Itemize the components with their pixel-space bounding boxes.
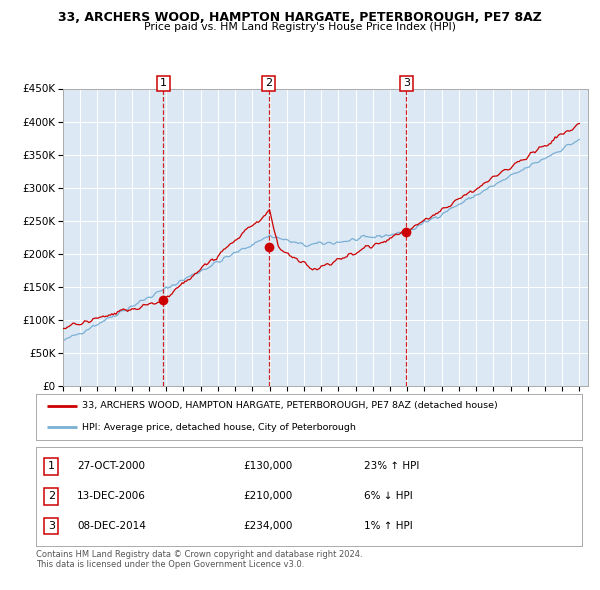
- Text: 08-DEC-2014: 08-DEC-2014: [77, 521, 146, 531]
- Text: 2: 2: [48, 491, 55, 501]
- Text: £130,000: £130,000: [244, 461, 293, 471]
- Text: Price paid vs. HM Land Registry's House Price Index (HPI): Price paid vs. HM Land Registry's House …: [144, 22, 456, 32]
- Text: 33, ARCHERS WOOD, HAMPTON HARGATE, PETERBOROUGH, PE7 8AZ: 33, ARCHERS WOOD, HAMPTON HARGATE, PETER…: [58, 11, 542, 24]
- Text: 1: 1: [160, 78, 167, 88]
- Text: 6% ↓ HPI: 6% ↓ HPI: [364, 491, 412, 501]
- Text: 1: 1: [48, 461, 55, 471]
- Text: 13-DEC-2006: 13-DEC-2006: [77, 491, 146, 501]
- Text: £210,000: £210,000: [244, 491, 293, 501]
- Text: 1% ↑ HPI: 1% ↑ HPI: [364, 521, 412, 531]
- Text: £234,000: £234,000: [244, 521, 293, 531]
- Text: 3: 3: [403, 78, 410, 88]
- Text: 3: 3: [48, 521, 55, 531]
- Text: 23% ↑ HPI: 23% ↑ HPI: [364, 461, 419, 471]
- Text: HPI: Average price, detached house, City of Peterborough: HPI: Average price, detached house, City…: [82, 422, 356, 432]
- Text: 27-OCT-2000: 27-OCT-2000: [77, 461, 145, 471]
- Text: 33, ARCHERS WOOD, HAMPTON HARGATE, PETERBOROUGH, PE7 8AZ (detached house): 33, ARCHERS WOOD, HAMPTON HARGATE, PETER…: [82, 401, 498, 411]
- Text: Contains HM Land Registry data © Crown copyright and database right 2024.
This d: Contains HM Land Registry data © Crown c…: [36, 550, 362, 569]
- Text: 2: 2: [265, 78, 272, 88]
